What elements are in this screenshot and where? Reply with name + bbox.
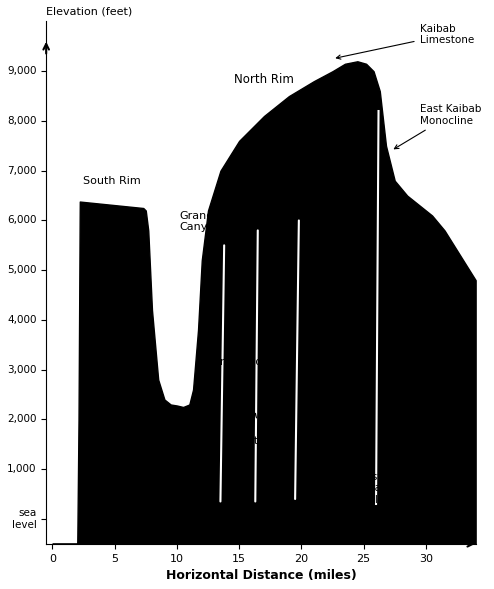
Text: Inner Gorge: Inner Gorge	[197, 357, 279, 374]
X-axis label: Horizontal Distance (miles): Horizontal Distance (miles)	[165, 569, 356, 582]
Text: Grand
Canyon: Grand Canyon	[179, 210, 222, 232]
Text: North Rim: North Rim	[234, 73, 294, 86]
Text: Faults: Faults	[233, 413, 263, 446]
Text: Elevation (feet): Elevation (feet)	[46, 6, 132, 16]
Text: East
Kaibab
Fault: East Kaibab Fault	[352, 472, 388, 505]
Text: East Kaibab
Monocline: East Kaibab Monocline	[394, 104, 481, 149]
Text: Colorado River: Colorado River	[90, 405, 170, 419]
Text: South Rim: South Rim	[83, 176, 141, 186]
Text: Kaibab
Limestone: Kaibab Limestone	[336, 24, 474, 59]
